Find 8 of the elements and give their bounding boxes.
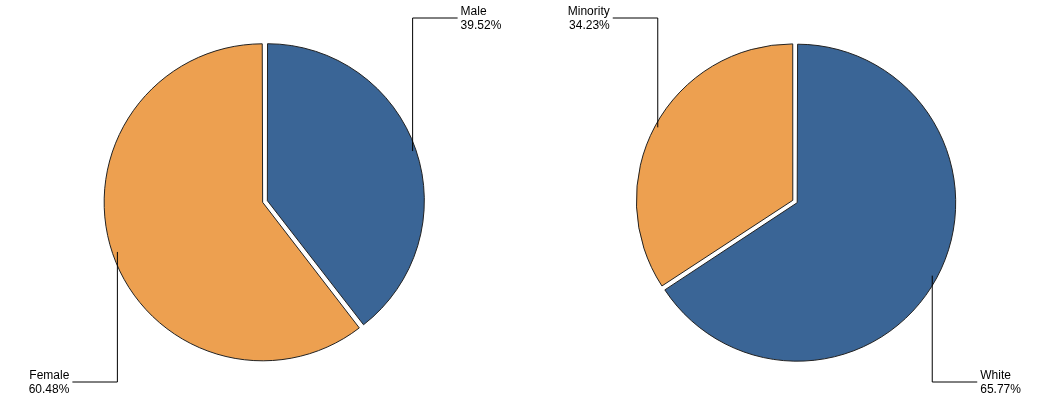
slice-label: White xyxy=(980,368,1012,382)
data-label: 65.77% xyxy=(980,382,1022,396)
slice-label: Male xyxy=(460,4,487,18)
data-label: 39.52% xyxy=(460,18,502,32)
data-label: 60.48% xyxy=(28,382,70,396)
slice-label: Minority xyxy=(567,4,610,18)
data-label: 34.23% xyxy=(569,18,611,32)
slice-label: Female xyxy=(29,368,70,382)
